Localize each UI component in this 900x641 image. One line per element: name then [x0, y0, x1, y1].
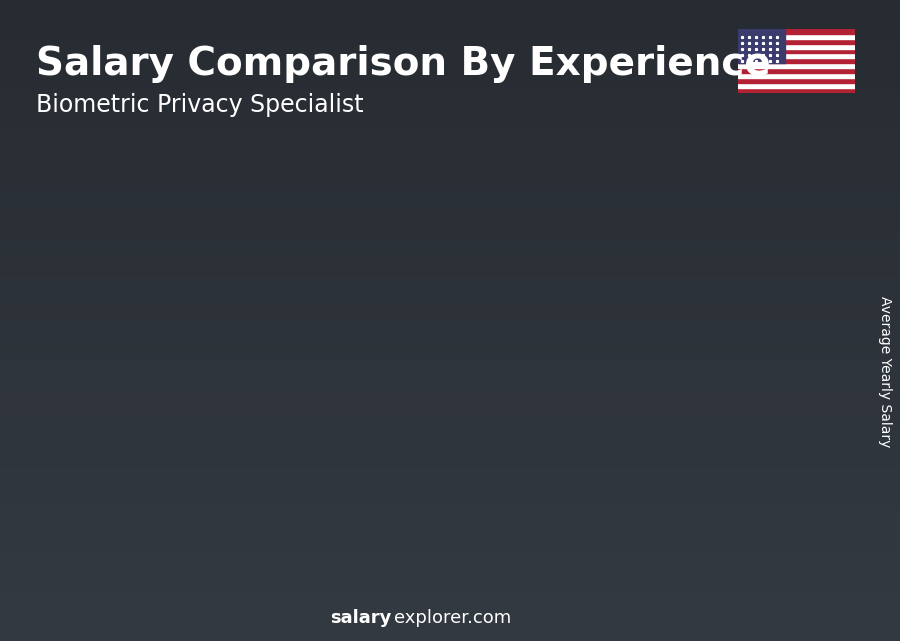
Text: 117,000 USD: 117,000 USD — [454, 221, 564, 238]
Bar — [738, 88, 855, 93]
Bar — [204, 384, 284, 387]
Bar — [738, 29, 855, 34]
Text: salary: salary — [330, 609, 392, 627]
Bar — [337, 300, 417, 558]
Text: +34%: +34% — [133, 301, 222, 329]
Text: explorer.com: explorer.com — [394, 609, 511, 627]
Text: 64,800 USD: 64,800 USD — [194, 361, 293, 379]
Bar — [674, 217, 682, 558]
Bar — [735, 187, 746, 558]
Bar — [738, 34, 855, 38]
Text: Salary Comparison By Experience: Salary Comparison By Experience — [36, 45, 770, 83]
Bar — [738, 53, 855, 58]
Bar — [337, 300, 417, 305]
Bar — [143, 427, 151, 558]
Bar — [204, 384, 284, 558]
Bar — [738, 58, 855, 63]
Text: Biometric Privacy Specialist: Biometric Privacy Specialist — [36, 93, 364, 117]
Text: +48%: +48% — [266, 235, 356, 263]
Text: +22%: +22% — [399, 189, 488, 217]
Bar — [735, 187, 815, 558]
Text: +8%: +8% — [673, 144, 744, 172]
Bar — [603, 217, 682, 223]
Bar — [72, 427, 151, 431]
Bar — [72, 427, 151, 558]
Bar — [603, 217, 613, 558]
Bar — [470, 244, 549, 249]
Bar — [738, 83, 855, 88]
Bar — [541, 244, 549, 558]
Bar — [738, 78, 855, 83]
Bar — [470, 244, 549, 558]
Text: 95,900 USD: 95,900 USD — [328, 277, 427, 295]
Bar — [409, 300, 417, 558]
Bar — [735, 187, 815, 194]
Bar — [738, 63, 855, 69]
Text: +9%: +9% — [541, 168, 611, 196]
Bar — [738, 73, 855, 78]
Text: 48,600 USD: 48,600 USD — [62, 404, 161, 422]
Bar — [806, 187, 815, 558]
Bar — [603, 217, 682, 558]
Bar — [738, 38, 855, 44]
Bar — [738, 44, 855, 49]
Bar — [738, 49, 855, 53]
Bar — [738, 29, 785, 63]
Bar — [470, 244, 481, 558]
Bar — [337, 300, 347, 558]
Bar — [275, 384, 284, 558]
Text: 138,000 USD: 138,000 USD — [720, 164, 830, 182]
Bar — [72, 427, 82, 558]
Bar — [204, 384, 215, 558]
Bar — [738, 69, 855, 73]
Text: 127,000 USD: 127,000 USD — [588, 194, 698, 212]
Text: Average Yearly Salary: Average Yearly Salary — [878, 296, 892, 447]
